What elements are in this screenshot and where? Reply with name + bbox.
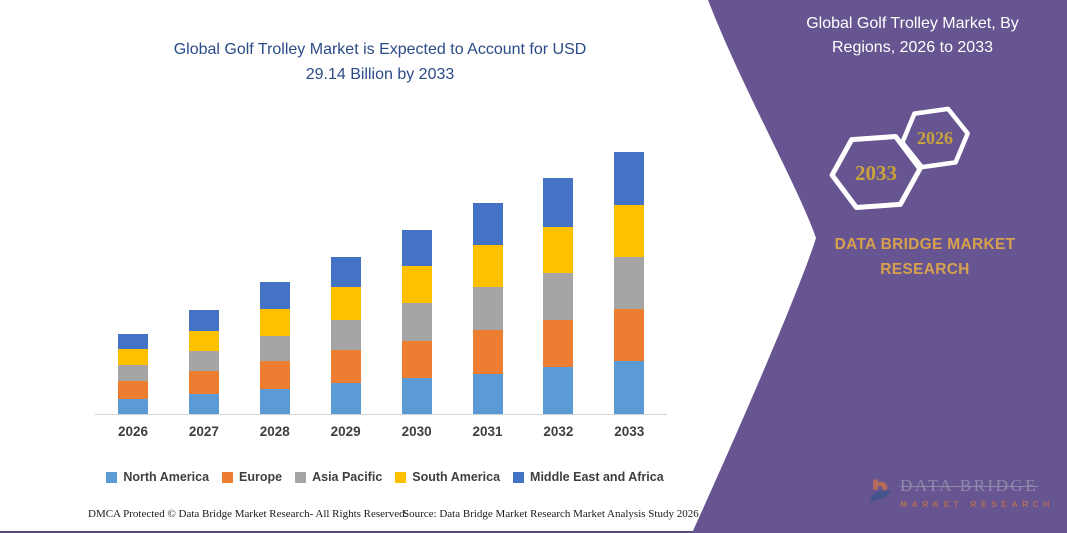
bar-segment-2031-europe	[472, 330, 503, 374]
data-bridge-logo-icon	[868, 479, 891, 504]
x-axis-label-2029: 2029	[330, 424, 361, 439]
stacked-bar-2032	[543, 178, 574, 414]
bottom-divider-line	[0, 531, 1067, 533]
stacked-bar-plot	[95, 140, 667, 415]
chart-title-line2: 29.14 Billion by 2033	[305, 65, 455, 83]
bar-segment-2028-north-america	[259, 388, 290, 414]
stacked-bar-2028	[259, 281, 290, 414]
bar-segment-2032-middle-east-and-africa	[543, 178, 574, 227]
bar-segment-2026-middle-east-and-africa	[118, 333, 148, 350]
bar-segment-2033-middle-east-and-africa	[614, 151, 645, 206]
bar-segment-2031-south-america	[472, 244, 503, 288]
bar-segment-2029-middle-east-and-africa	[330, 257, 361, 288]
legend-label: South America	[412, 470, 501, 484]
brand-text: DATA BRIDGE MARKET RESEARCH	[800, 233, 1050, 283]
x-axis-label-2031: 2031	[472, 424, 503, 439]
legend-label: Asia Pacific	[312, 470, 383, 484]
bar-segment-2029-asia-pacific	[330, 319, 361, 351]
legend-label: Middle East and Africa	[530, 470, 664, 484]
hexagon-2033-label: 2033	[855, 161, 897, 185]
bar-segment-2028-asia-pacific	[259, 335, 290, 361]
legend-swatch	[395, 471, 407, 483]
logo-subwordmark: MARKET RESEARCH	[900, 498, 1054, 509]
bar-segment-2026-europe	[118, 380, 148, 399]
bar-segment-2027-south-america	[188, 331, 219, 352]
stacked-bar-2033	[614, 151, 645, 414]
bar-segment-2027-north-america	[188, 394, 219, 414]
bar-segment-2029-south-america	[330, 287, 361, 320]
bar-segment-2026-asia-pacific	[118, 364, 148, 381]
side-panel-title-line1: Global Golf Trolley Market, By	[806, 15, 1019, 32]
chart-title: Global Golf Trolley Market is Expected t…	[110, 38, 650, 88]
bar-segment-2030-middle-east-and-africa	[401, 229, 432, 267]
legend-swatch	[295, 471, 307, 483]
brand-text-line2: RESEARCH	[880, 260, 970, 278]
legend-swatch	[106, 471, 118, 483]
bar-segment-2030-south-america	[401, 266, 432, 304]
legend-swatch	[222, 471, 234, 483]
stacked-bar-2031	[472, 202, 503, 414]
logo-wordmark: DATA BRIDGE	[900, 475, 1039, 495]
bar-segment-2031-north-america	[472, 373, 503, 414]
x-axis-labels: 2026 2027 2028 2029 2030 2031 2032 2033	[95, 424, 667, 442]
bar-segment-2032-asia-pacific	[543, 272, 574, 321]
legend-item-middle-east-and-africa: Middle East and Africa	[513, 470, 664, 484]
stacked-bar-2029	[330, 257, 361, 414]
bar-segment-2027-asia-pacific	[188, 351, 219, 371]
bar-segment-2032-south-america	[543, 226, 574, 273]
bar-segment-2028-middle-east-and-africa	[259, 281, 290, 309]
legend-item-asia-pacific: Asia Pacific	[295, 470, 382, 484]
bar-segment-2029-europe	[330, 350, 361, 384]
legend-item-europe: Europe	[222, 470, 282, 484]
bar-segment-2026-north-america	[118, 398, 148, 414]
data-bridge-logo-text: DATA BRIDGE MARKET RESEARCH	[900, 476, 1054, 509]
bar-segment-2030-asia-pacific	[401, 303, 432, 342]
side-panel-title: Global Golf Trolley Market, By Regions, …	[765, 12, 1060, 60]
data-bridge-logo: DATA BRIDGE MARKET RESEARCH	[868, 460, 1054, 524]
x-axis-line	[95, 414, 667, 415]
bar-segment-2028-south-america	[259, 308, 290, 336]
bar-segment-2031-middle-east-and-africa	[472, 202, 503, 245]
x-axis-label-2032: 2032	[543, 424, 574, 439]
chart-title-line1: Global Golf Trolley Market is Expected t…	[173, 41, 587, 58]
legend-label: North America	[123, 470, 210, 484]
bar-segment-2027-middle-east-and-africa	[188, 309, 219, 332]
x-axis-label-2026: 2026	[117, 424, 149, 439]
bar-segment-2032-north-america	[543, 367, 574, 414]
bar-segment-2033-asia-pacific	[614, 256, 645, 309]
x-axis-label-2027: 2027	[188, 424, 219, 439]
bar-segment-2033-north-america	[614, 360, 645, 414]
bar-segment-2028-europe	[259, 360, 290, 389]
year-hexagons-graphic: 2033 2026	[829, 106, 970, 210]
legend-item-south-america: South America	[395, 470, 500, 484]
stacked-bar-2027	[188, 309, 219, 414]
x-axis-label-2028: 2028	[259, 424, 290, 439]
x-axis-label-2030: 2030	[401, 424, 432, 439]
bar-segment-2032-europe	[543, 320, 574, 368]
bar-segment-2030-north-america	[401, 378, 432, 414]
legend-item-north-america: North America	[106, 470, 209, 484]
stacked-bar-2026	[118, 333, 148, 414]
legend-swatch	[513, 471, 525, 483]
footer-source-text: Source: Data Bridge Market Research Mark…	[403, 508, 699, 520]
bar-segment-2027-europe	[188, 370, 219, 395]
legend-label: Europe	[239, 470, 283, 484]
hexagon-2026-label: 2026	[917, 128, 953, 148]
chart-legend: North America Europe Asia Pacific South Ame…	[60, 470, 710, 484]
side-panel-title-line2: Regions, 2026 to 2033	[831, 39, 993, 56]
footer-dmca-text: DMCA Protected © Data Bridge Market Rese…	[88, 508, 408, 520]
bar-segment-2033-europe	[614, 308, 645, 361]
bar-segment-2033-south-america	[614, 205, 645, 257]
bar-segment-2029-north-america	[330, 383, 361, 414]
x-axis-label-2033: 2033	[614, 424, 645, 439]
bar-segment-2030-europe	[401, 341, 432, 378]
bar-segment-2026-south-america	[118, 349, 148, 365]
bar-segment-2031-asia-pacific	[472, 287, 503, 331]
brand-text-line1: DATA BRIDGE MARKET	[834, 236, 1016, 253]
stacked-bar-2030	[401, 229, 432, 414]
